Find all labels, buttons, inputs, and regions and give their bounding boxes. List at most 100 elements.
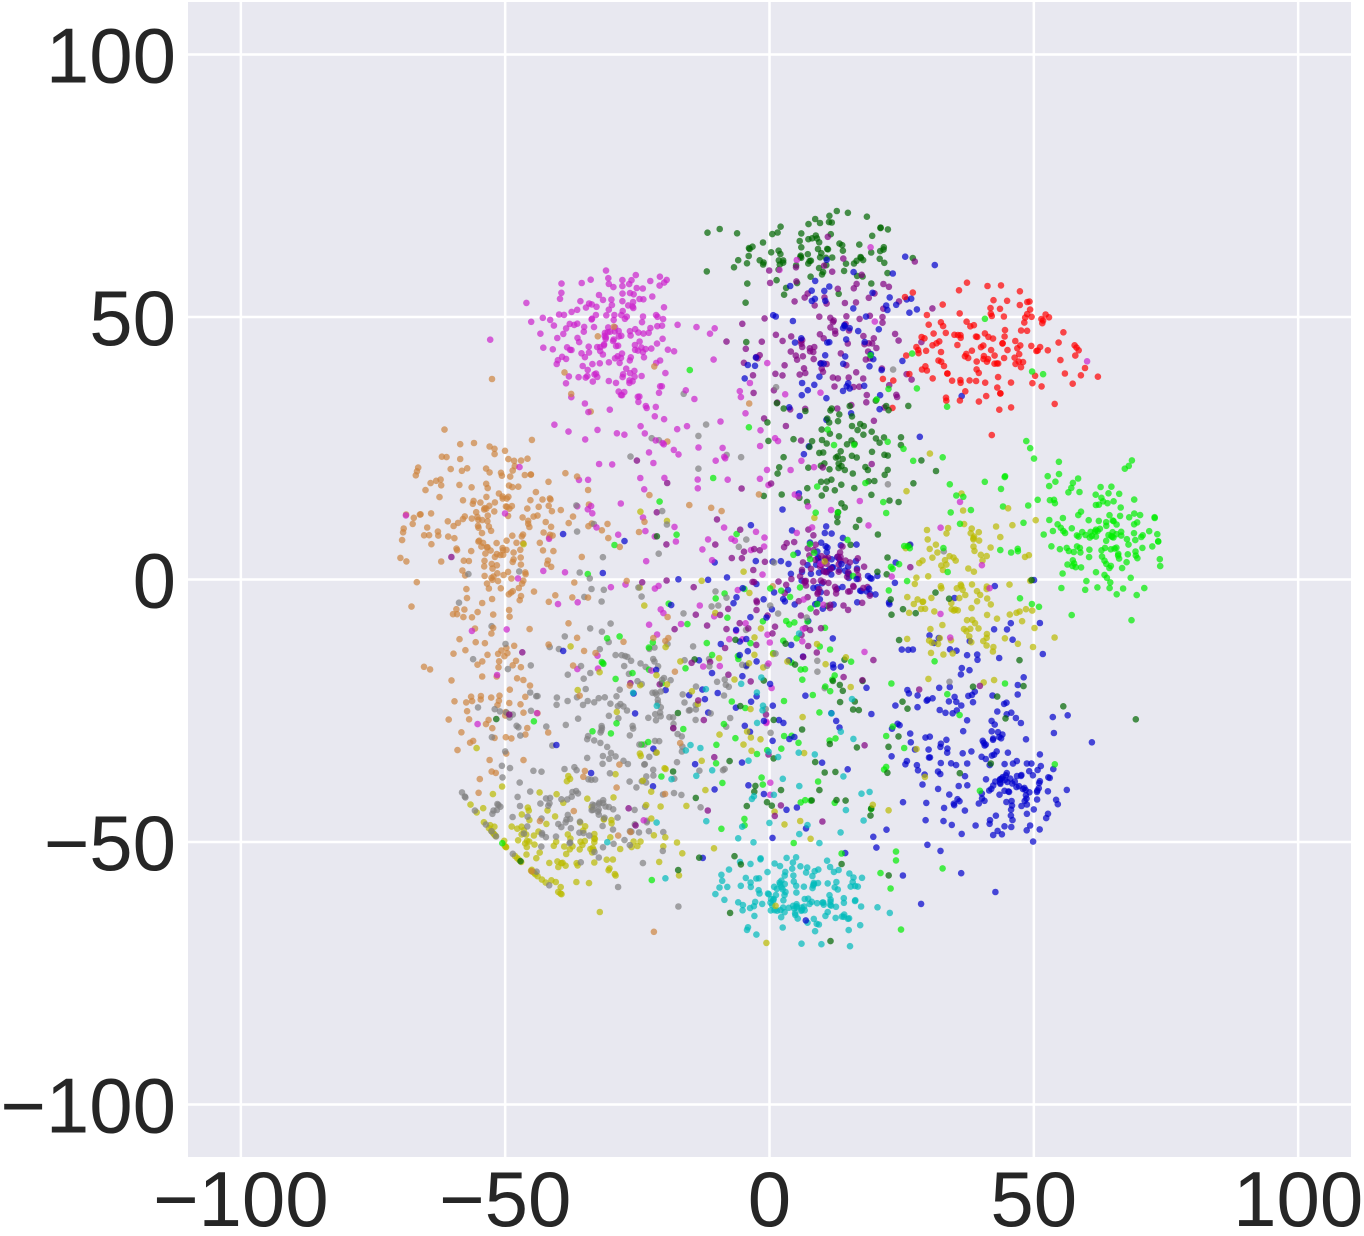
data-point — [991, 721, 998, 728]
data-point — [767, 249, 775, 256]
data-point — [834, 518, 841, 526]
data-point — [584, 372, 591, 380]
data-point — [1023, 810, 1031, 818]
data-point — [820, 899, 827, 906]
data-point — [804, 503, 812, 510]
data-point — [626, 682, 634, 689]
data-point — [792, 264, 800, 271]
data-point — [739, 907, 746, 914]
data-point — [813, 899, 821, 907]
data-point — [560, 311, 568, 319]
data-point — [851, 484, 858, 492]
data-point — [846, 942, 854, 950]
data-point — [662, 637, 669, 645]
data-point — [923, 526, 931, 534]
data-point — [837, 448, 844, 455]
data-point — [662, 834, 669, 841]
data-point — [692, 611, 700, 618]
data-point — [766, 680, 774, 688]
data-point — [588, 776, 595, 784]
data-point — [561, 633, 569, 640]
data-point — [596, 360, 604, 367]
data-point — [853, 599, 861, 606]
data-point — [595, 806, 602, 813]
data-point — [800, 749, 808, 757]
data-point — [601, 814, 608, 821]
data-point — [660, 279, 668, 286]
data-point — [884, 466, 891, 474]
data-point — [488, 375, 496, 383]
data-point — [417, 511, 424, 518]
data-point — [764, 890, 772, 897]
data-point — [870, 656, 877, 664]
data-point — [733, 230, 741, 237]
data-point — [515, 483, 522, 491]
data-point — [653, 819, 660, 826]
data-point — [721, 896, 728, 904]
data-point — [707, 504, 715, 512]
data-point — [788, 575, 795, 583]
data-point — [555, 311, 563, 318]
data-point — [640, 330, 647, 337]
data-point — [444, 533, 452, 540]
data-point — [527, 707, 535, 715]
data-point — [567, 824, 575, 832]
data-point — [890, 377, 897, 384]
data-point — [703, 268, 711, 275]
data-point — [834, 417, 842, 425]
data-point — [1069, 380, 1076, 388]
data-point — [717, 418, 724, 425]
data-point — [1085, 516, 1092, 524]
data-point — [741, 375, 748, 382]
data-point — [846, 870, 853, 877]
data-point — [1020, 682, 1027, 690]
data-point — [1038, 383, 1045, 390]
data-point — [1065, 547, 1073, 555]
data-point — [642, 801, 650, 809]
data-point — [972, 377, 980, 385]
data-point — [631, 325, 639, 333]
data-point — [712, 890, 719, 898]
data-point — [648, 345, 655, 352]
data-point — [692, 716, 699, 724]
data-point — [887, 596, 894, 603]
data-point — [562, 355, 570, 363]
data-point — [832, 768, 839, 776]
data-point — [803, 614, 810, 621]
data-point — [750, 389, 757, 397]
data-point — [956, 520, 964, 528]
data-point — [751, 912, 758, 920]
data-point — [826, 863, 834, 871]
data-point — [871, 477, 878, 485]
data-point — [475, 524, 482, 531]
data-point — [951, 331, 958, 339]
data-point — [1113, 544, 1120, 551]
data-point — [777, 786, 785, 794]
data-point — [897, 926, 905, 933]
data-point — [1076, 488, 1083, 496]
data-point — [909, 646, 917, 653]
data-point — [769, 834, 776, 842]
data-point — [987, 601, 995, 608]
data-point — [991, 352, 998, 359]
data-point — [562, 469, 569, 477]
data-point — [584, 697, 591, 705]
data-point — [584, 486, 592, 494]
data-point — [736, 387, 744, 395]
data-point — [660, 415, 668, 423]
data-point — [426, 666, 434, 673]
data-point — [583, 754, 591, 762]
data-point — [970, 321, 978, 329]
data-point — [997, 533, 1004, 541]
data-point — [579, 362, 586, 370]
data-point — [517, 592, 525, 600]
data-point — [642, 402, 650, 410]
data-point — [551, 421, 558, 429]
data-point — [795, 749, 802, 756]
data-point — [620, 662, 628, 670]
data-point — [1108, 483, 1115, 491]
data-point — [454, 746, 461, 754]
data-point — [716, 225, 723, 233]
data-point — [641, 602, 648, 609]
data-point — [889, 270, 897, 277]
